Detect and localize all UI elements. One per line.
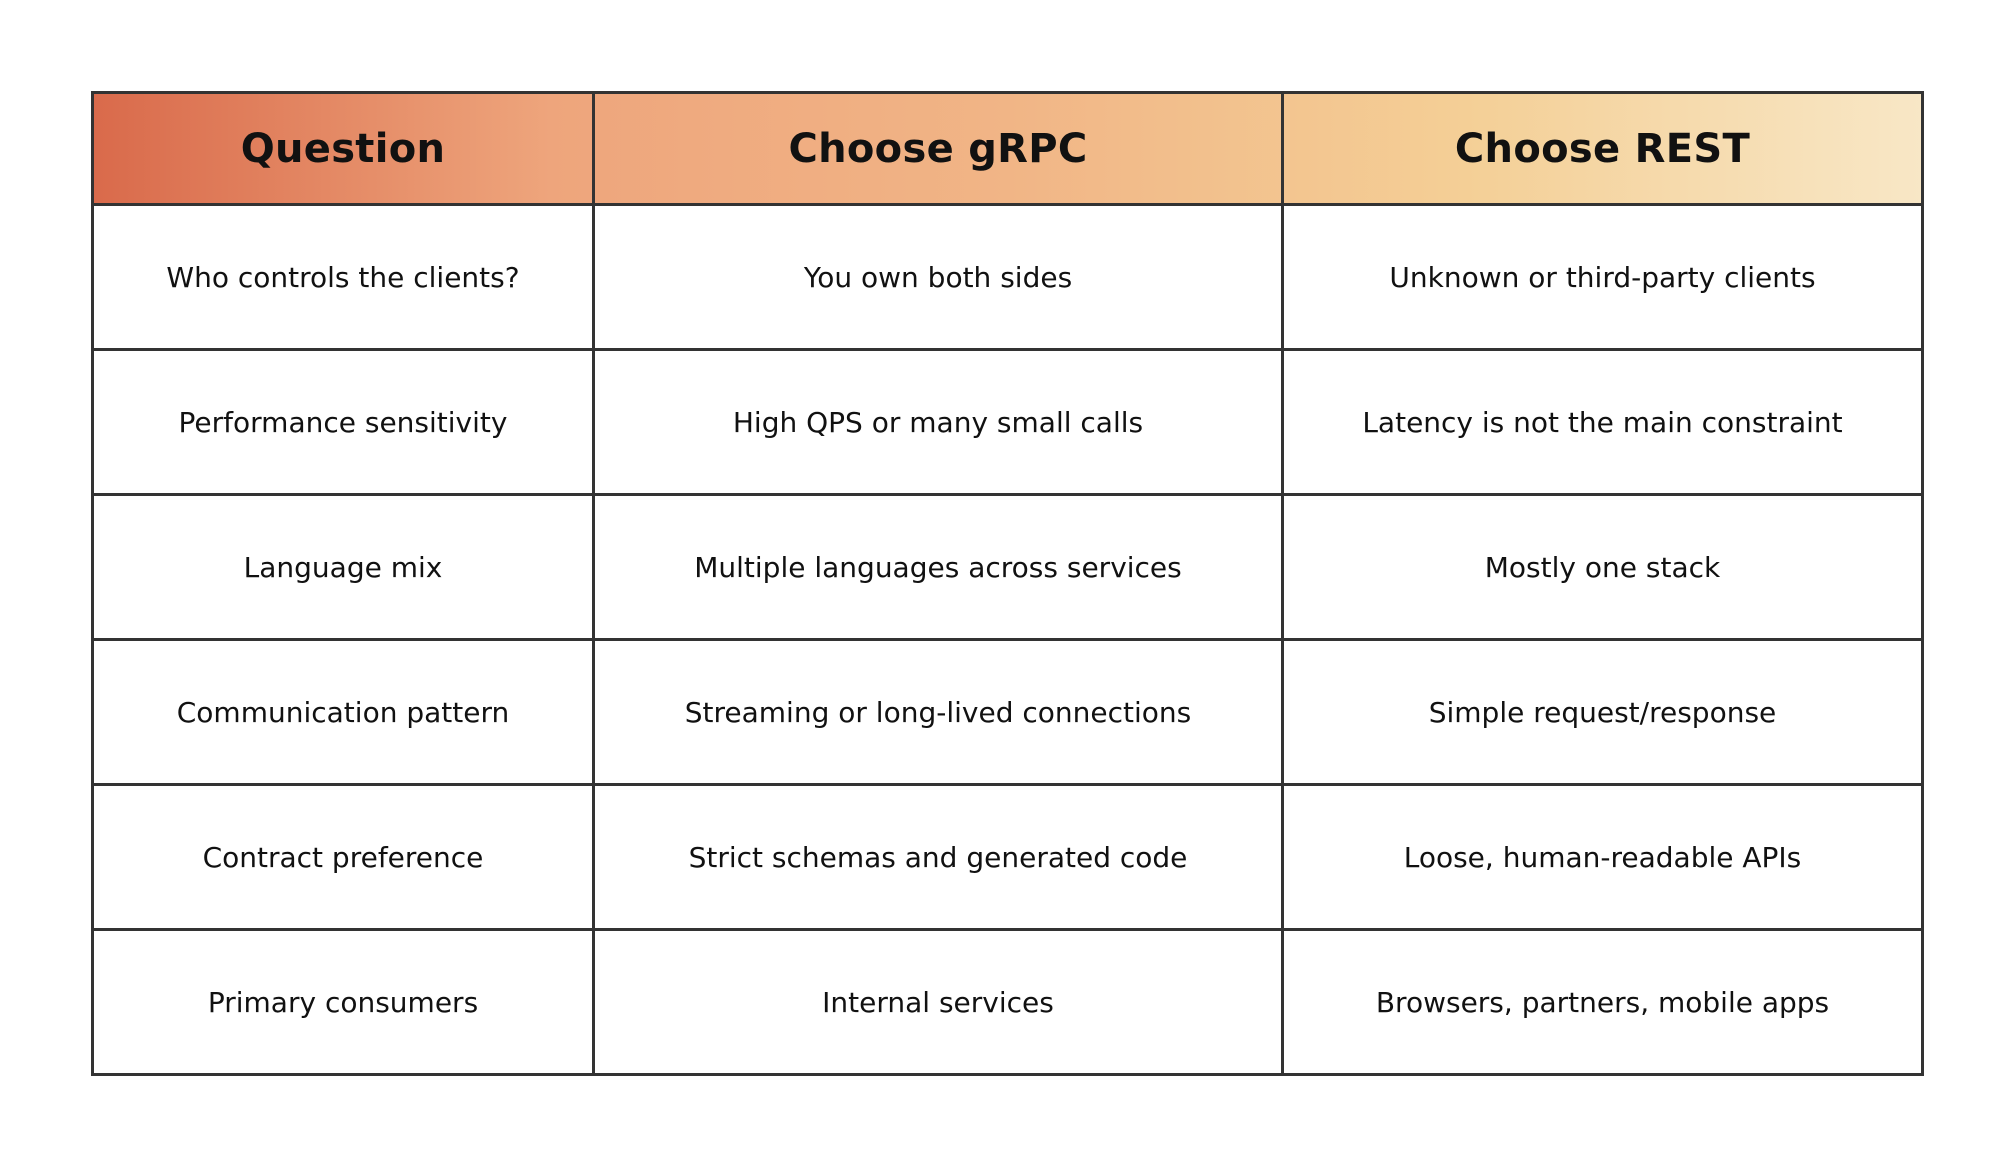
table-row: Performance sensitivity High QPS or many… [91, 348, 1924, 496]
table-body: Who controls the clients? You own both s… [91, 203, 1924, 1076]
header-question: Question [91, 91, 595, 206]
question-cell: Contract preference [91, 783, 595, 931]
rest-cell: Mostly one stack [1281, 493, 1924, 641]
table-row: Communication pattern Streaming or long-… [91, 638, 1924, 786]
rest-cell: Simple request/response [1281, 638, 1924, 786]
header-row: Question Choose gRPC Choose REST [91, 91, 1924, 206]
grpc-cell: You own both sides [592, 203, 1284, 351]
table-row: Who controls the clients? You own both s… [91, 203, 1924, 351]
table-header: Question Choose gRPC Choose REST [91, 91, 1924, 206]
question-cell: Performance sensitivity [91, 348, 595, 496]
grpc-cell: Multiple languages across services [592, 493, 1284, 641]
table-row: Contract preference Strict schemas and g… [91, 783, 1924, 931]
rest-cell: Latency is not the main constraint [1281, 348, 1924, 496]
comparison-table-container: Question Choose gRPC Choose REST Who con… [91, 91, 1924, 1076]
header-choose-grpc: Choose gRPC [592, 91, 1284, 206]
grpc-cell: Streaming or long-lived connections [592, 638, 1284, 786]
grpc-cell: High QPS or many small calls [592, 348, 1284, 496]
grpc-cell: Internal services [592, 928, 1284, 1076]
grpc-vs-rest-table: Question Choose gRPC Choose REST Who con… [91, 91, 1924, 1076]
question-cell: Primary consumers [91, 928, 595, 1076]
table-row: Language mix Multiple languages across s… [91, 493, 1924, 641]
grpc-cell: Strict schemas and generated code [592, 783, 1284, 931]
table-row: Primary consumers Internal services Brow… [91, 928, 1924, 1076]
rest-cell: Unknown or third-party clients [1281, 203, 1924, 351]
question-cell: Who controls the clients? [91, 203, 595, 351]
rest-cell: Loose, human-readable APIs [1281, 783, 1924, 931]
question-cell: Language mix [91, 493, 595, 641]
rest-cell: Browsers, partners, mobile apps [1281, 928, 1924, 1076]
header-choose-rest: Choose REST [1281, 91, 1924, 206]
question-cell: Communication pattern [91, 638, 595, 786]
